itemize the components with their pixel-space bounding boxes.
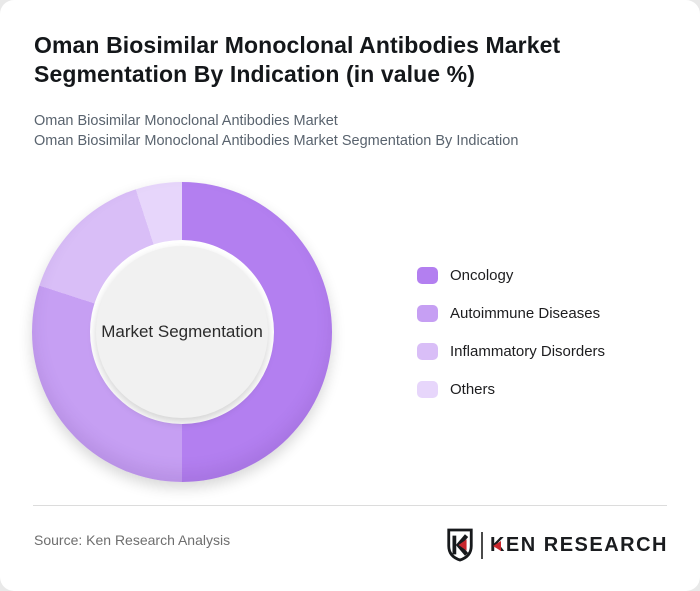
legend-item: Oncology	[417, 267, 605, 284]
legend-label: Autoimmune Diseases	[450, 305, 601, 322]
legend-label: Inflammatory Disorders	[450, 343, 606, 360]
wordmark-rest: EN RESEARCH	[505, 533, 668, 556]
legend-swatch-icon	[417, 305, 438, 322]
donut-center-label: Market Segmentation	[101, 322, 263, 341]
chart-subtitle-line2: Oman Biosimilar Monoclonal Antibodies Ma…	[34, 133, 519, 149]
ken-research-logo: K EN RESEARCH	[445, 527, 668, 563]
legend-item: Inflammatory Disorders	[417, 343, 605, 360]
legend-swatch-icon	[417, 381, 438, 398]
brand-wordmark: K EN RESEARCH	[490, 534, 668, 557]
footer-divider	[33, 505, 667, 506]
legend-item: Others	[417, 381, 605, 398]
chart-subtitle-line1: Oman Biosimilar Monoclonal Antibodies Ma…	[34, 113, 338, 129]
legend-swatch-icon	[417, 343, 438, 360]
chart-legend: Oncology Autoimmune Diseases Inflammatory …	[417, 267, 605, 419]
chart-subtitles: Oman Biosimilar Monoclonal Antibodies Ma…	[34, 111, 654, 151]
logo-divider	[480, 531, 483, 559]
shield-k-icon	[447, 528, 473, 562]
legend-label: Others	[450, 381, 496, 398]
chart-title: Oman Biosimilar Monoclonal Antibodies Ma…	[34, 32, 561, 87]
donut-center-circle: Market Segmentation	[96, 246, 268, 418]
donut-chart: Market Segmentation	[32, 182, 332, 482]
legend-swatch-icon	[417, 267, 438, 284]
legend-label: Oncology	[450, 267, 514, 284]
legend-item: Autoimmune Diseases	[417, 305, 605, 322]
source-text: Source: Ken Research Analysis	[34, 532, 231, 548]
red-triangle-icon	[492, 541, 501, 551]
